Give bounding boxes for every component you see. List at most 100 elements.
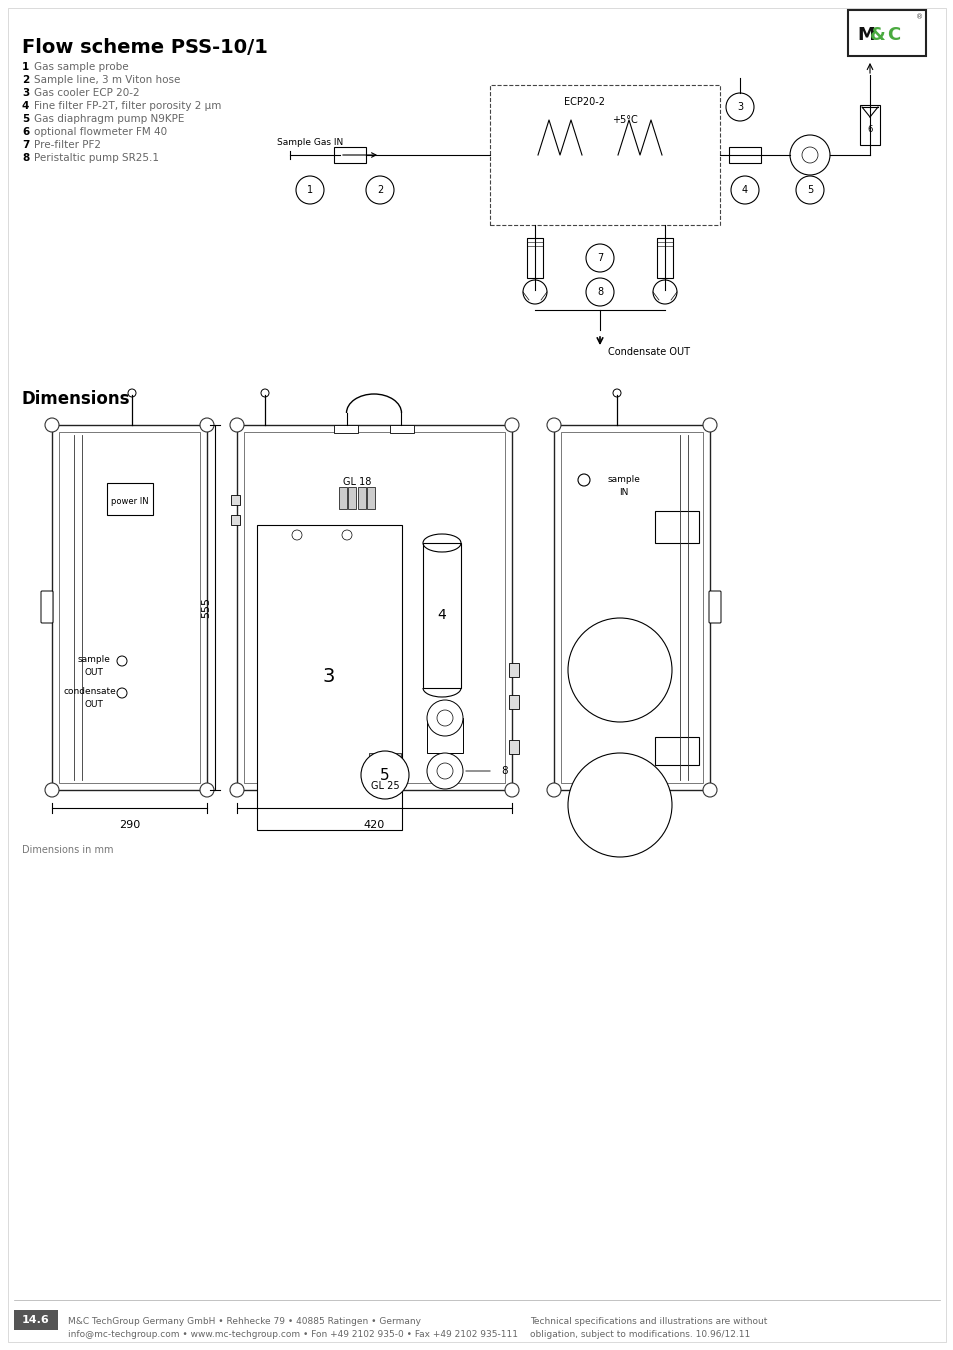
Bar — [357, 487, 366, 509]
Bar — [385, 753, 393, 771]
Text: 4: 4 — [741, 185, 747, 194]
Circle shape — [261, 389, 269, 397]
Text: Sample line, 3 m Viton hose: Sample line, 3 m Viton hose — [34, 76, 180, 85]
Text: Sample Gas IN: Sample Gas IN — [276, 138, 343, 147]
Text: 5: 5 — [22, 113, 30, 124]
Text: Condensate OUT: Condensate OUT — [607, 347, 689, 356]
Bar — [107, 483, 152, 514]
Circle shape — [45, 783, 59, 796]
Text: 6: 6 — [866, 126, 872, 134]
Bar — [657, 238, 672, 278]
Text: Dimensions in mm: Dimensions in mm — [22, 845, 113, 855]
Circle shape — [200, 418, 213, 432]
Circle shape — [789, 135, 829, 176]
Bar — [367, 487, 375, 509]
Text: 6: 6 — [22, 127, 30, 136]
Bar — [560, 432, 702, 783]
Circle shape — [585, 244, 614, 271]
Bar — [509, 695, 518, 709]
Bar — [554, 425, 709, 790]
Circle shape — [578, 474, 589, 486]
Bar — [369, 753, 376, 771]
Circle shape — [546, 418, 560, 432]
Bar — [490, 85, 720, 225]
Bar — [256, 525, 401, 830]
Text: 2: 2 — [376, 185, 383, 194]
Text: 8: 8 — [501, 765, 508, 776]
Bar — [231, 514, 240, 525]
Circle shape — [117, 688, 127, 698]
Bar — [390, 425, 414, 433]
Bar — [348, 487, 355, 509]
Text: 8: 8 — [597, 288, 602, 297]
Circle shape — [795, 176, 823, 204]
Text: Pre-filter PF2: Pre-filter PF2 — [34, 140, 101, 150]
Text: Gas sample probe: Gas sample probe — [34, 62, 129, 72]
Circle shape — [360, 751, 409, 799]
Bar — [334, 147, 366, 163]
Text: sample: sample — [607, 475, 639, 485]
Text: 3: 3 — [322, 667, 335, 687]
Circle shape — [801, 147, 817, 163]
Text: 4: 4 — [437, 608, 446, 622]
Text: 4: 4 — [22, 101, 30, 111]
Circle shape — [585, 278, 614, 306]
Bar — [52, 425, 207, 790]
Circle shape — [546, 783, 560, 796]
Text: Fine filter FP-2T, filter porosity 2 μm: Fine filter FP-2T, filter porosity 2 μm — [34, 101, 221, 111]
Text: 420: 420 — [363, 819, 385, 830]
Circle shape — [702, 418, 717, 432]
Circle shape — [725, 93, 753, 122]
Bar — [244, 432, 504, 783]
Bar — [509, 740, 518, 755]
Text: Dimensions: Dimensions — [22, 390, 131, 408]
Text: 290: 290 — [119, 819, 140, 830]
Bar — [847, 9, 925, 55]
Bar — [422, 543, 460, 688]
Circle shape — [366, 176, 394, 204]
Bar — [728, 147, 760, 163]
Circle shape — [295, 176, 324, 204]
Text: Gas diaphragm pump N9KPE: Gas diaphragm pump N9KPE — [34, 113, 184, 124]
Text: 3: 3 — [736, 103, 742, 112]
Circle shape — [504, 783, 518, 796]
Bar — [236, 425, 512, 790]
Text: Peristaltic pump SR25.1: Peristaltic pump SR25.1 — [34, 153, 159, 163]
Text: optional flowmeter FM 40: optional flowmeter FM 40 — [34, 127, 167, 136]
Text: Technical specifications and illustrations are without
obligation, subject to mo: Technical specifications and illustratio… — [530, 1318, 766, 1339]
FancyBboxPatch shape — [41, 591, 53, 622]
Circle shape — [567, 618, 671, 722]
Circle shape — [200, 783, 213, 796]
Bar — [59, 432, 200, 783]
Text: 2: 2 — [22, 76, 30, 85]
Bar — [231, 495, 240, 505]
Text: GL 18: GL 18 — [342, 477, 371, 487]
Circle shape — [230, 783, 244, 796]
Circle shape — [504, 418, 518, 432]
Text: OUT: OUT — [85, 668, 103, 676]
Circle shape — [522, 279, 546, 304]
Circle shape — [730, 176, 759, 204]
Bar — [14, 1310, 58, 1330]
Bar — [334, 425, 357, 433]
Text: ECP20-2: ECP20-2 — [564, 97, 605, 107]
Text: M: M — [856, 26, 874, 45]
Bar — [509, 663, 518, 676]
Bar — [427, 718, 462, 753]
Bar — [526, 238, 542, 278]
Text: 555: 555 — [201, 597, 211, 617]
Text: 8: 8 — [22, 153, 30, 163]
Bar — [655, 512, 699, 543]
Circle shape — [292, 531, 302, 540]
Circle shape — [117, 656, 127, 666]
Text: &: & — [869, 26, 885, 45]
Text: ®: ® — [916, 14, 923, 20]
Text: Flow scheme PSS-10/1: Flow scheme PSS-10/1 — [22, 38, 268, 57]
Bar — [393, 753, 400, 771]
Circle shape — [427, 701, 462, 736]
Text: 1: 1 — [307, 185, 313, 194]
FancyBboxPatch shape — [708, 591, 720, 622]
Circle shape — [436, 763, 453, 779]
Text: M&C TechGroup Germany GmbH • Rehhecke 79 • 40885 Ratingen • Germany
info@mc-tech: M&C TechGroup Germany GmbH • Rehhecke 79… — [68, 1318, 517, 1339]
Text: +5°C: +5°C — [612, 115, 638, 126]
